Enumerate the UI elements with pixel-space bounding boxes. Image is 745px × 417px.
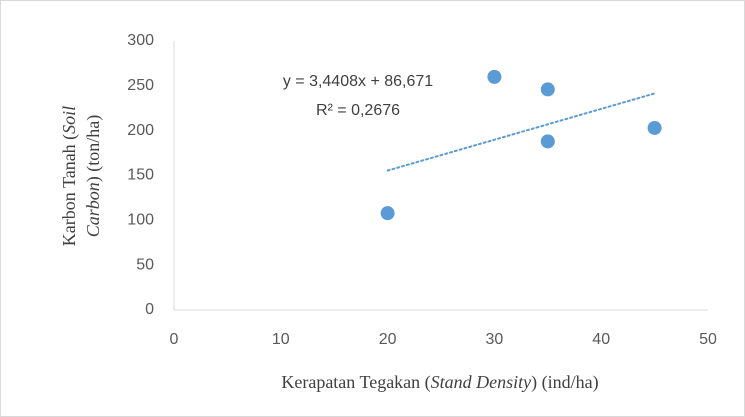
y-tick-label: 0 [145, 301, 154, 318]
trendline-equation: y = 3,4408x + 86,671 [283, 73, 433, 90]
point [380, 206, 395, 221]
x-tick-label: 50 [699, 331, 717, 348]
trendline-r2: R² = 0,2676 [316, 102, 400, 119]
x-tick-label: 30 [486, 331, 504, 348]
point [487, 69, 502, 84]
x-tick-label: 10 [272, 331, 290, 348]
y-tick-label: 50 [136, 256, 154, 273]
x-tick-label: 20 [379, 331, 397, 348]
y-axis-label-line: Karbon Tanah (Soil [59, 106, 80, 246]
x-tick-label: 0 [170, 331, 179, 348]
y-axis-label-line: Carbon) (ton/ha) [83, 115, 104, 238]
y-tick-label: 200 [127, 122, 154, 139]
point [540, 82, 555, 97]
y-axis-label: Karbon Tanah (Soil Carbon) (ton/ha) [59, 106, 104, 246]
y-tick-label: 250 [127, 77, 154, 94]
y-tick-label: 300 [127, 32, 154, 49]
y-tick-label: 150 [127, 167, 154, 184]
point [540, 134, 555, 149]
y-tick-label: 100 [127, 212, 154, 229]
trendline [386, 92, 656, 172]
x-tick-label: 40 [592, 331, 610, 348]
x-axis-label: Kerapatan Tegakan (Stand Density) (ind/h… [281, 372, 598, 393]
point [647, 120, 662, 135]
